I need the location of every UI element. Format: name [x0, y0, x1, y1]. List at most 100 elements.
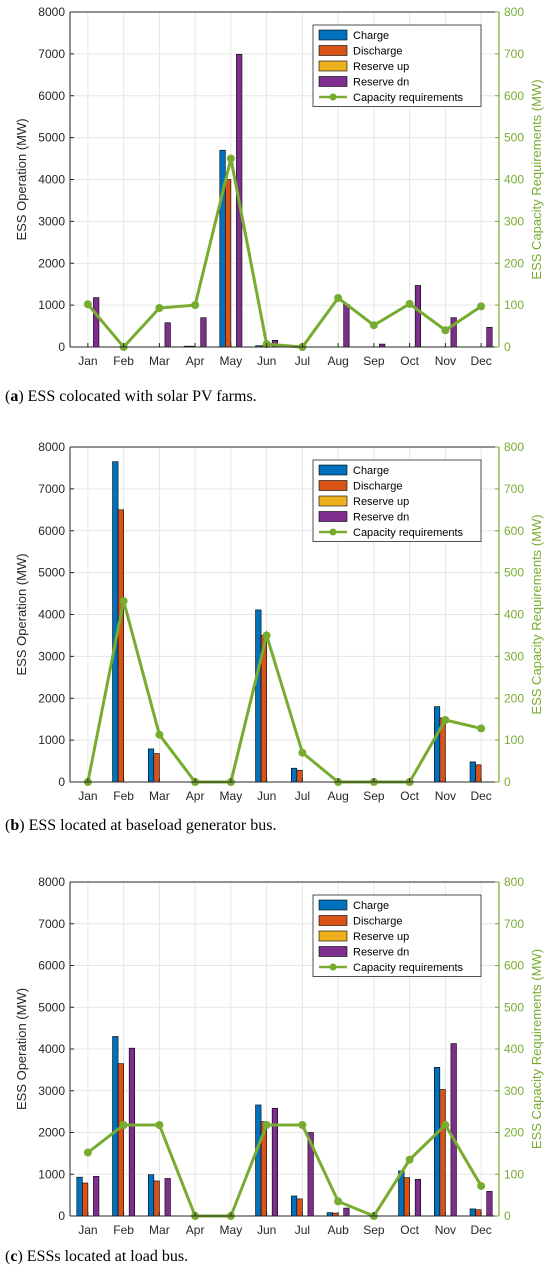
bar-charge: [255, 609, 262, 783]
y2-tick-label: 800: [504, 875, 524, 889]
bar-discharge: [296, 769, 303, 783]
bar-charge: [255, 1104, 262, 1217]
y-tick-label: 3000: [38, 649, 65, 663]
bar-charge: [112, 1036, 119, 1217]
capacity-point: [334, 294, 343, 303]
x-tick-label: Jul: [295, 1223, 310, 1237]
legend-label: Charge: [353, 465, 389, 477]
legend-swatch: [318, 480, 348, 491]
bar-charge: [469, 1208, 476, 1217]
legend-swatch: [318, 511, 348, 522]
bar-reserve-dn: [343, 1207, 350, 1217]
x-tick-label: Apr: [186, 354, 205, 368]
capacity-point: [405, 299, 414, 308]
x-tick-label: Jul: [295, 789, 310, 803]
capacity-point: [155, 1120, 164, 1129]
capacity-point: [477, 724, 486, 733]
chart-panel-b: 0 1000 2000 3000 4000 5000 6000 7000 8000 0 100 200…: [0, 434, 550, 868]
x-tick-label: Nov: [435, 1223, 456, 1237]
caption-text: ESSs located at load bus.: [26, 1248, 189, 1265]
caption-a: (a) ESS colocated with solar PV farms.: [5, 388, 257, 405]
y-tick-label: 3000: [38, 214, 65, 228]
y-tick-label: 0: [58, 340, 65, 354]
bar-discharge: [225, 179, 232, 348]
x-tick-label: Jul: [295, 354, 310, 368]
y-tick-label: 7000: [38, 47, 65, 61]
y-tick-label: 4000: [38, 608, 65, 622]
x-tick-label: Jan: [78, 1223, 97, 1237]
y2-tick-label: 100: [504, 1167, 524, 1181]
legend-label: Reserve dn: [353, 512, 409, 524]
legend-swatch: [318, 915, 348, 926]
y-tick-label: 5000: [38, 1000, 65, 1014]
legend-swatch: [318, 464, 348, 476]
y-tick-label: 8000: [38, 875, 65, 889]
x-tick-label: Oct: [400, 354, 419, 368]
bar-discharge: [475, 764, 482, 783]
bar-discharge: [475, 1209, 482, 1217]
bar-reserve-dn: [93, 297, 100, 348]
y2-tick-label: 500: [504, 566, 524, 580]
y-axis-label: ESS Operation (MW): [14, 118, 29, 240]
legend: Charge Discharge Reserve up Reserve dn Capac…: [312, 894, 482, 977]
y2-tick-label: 0: [504, 775, 511, 789]
bar-reserve-dn: [200, 317, 207, 348]
chart-b: 0 1000 2000 3000 4000 5000 6000 7000 8000 0 100 200…: [14, 440, 544, 803]
y2-tick-label: 400: [504, 1042, 524, 1056]
y-tick-label: 7000: [38, 482, 65, 496]
legend-label: Reserve up: [353, 496, 409, 508]
capacity-point: [441, 326, 450, 335]
bar-reserve-dn: [128, 1047, 136, 1217]
x-tick-label: Jan: [78, 789, 97, 803]
capacity-point: [298, 1120, 307, 1129]
caption-b: (b) ESS located at baseload generator bu…: [5, 817, 277, 834]
legend-label: Charge: [353, 30, 389, 42]
x-tick-label: Sep: [363, 1223, 385, 1237]
bar-reserve-dn: [164, 1178, 171, 1217]
capacity-point: [83, 300, 92, 309]
capacity-requirements-line: [83, 1120, 486, 1220]
y2-tick-label: 300: [504, 214, 524, 228]
capacity-point: [119, 597, 128, 606]
y-tick-label: 6000: [38, 524, 65, 538]
bar-charge: [147, 748, 155, 783]
y2-tick-label: 200: [504, 1126, 524, 1140]
legend-label: Discharge: [353, 46, 403, 58]
y2-axis-label: ESS Capacity Requirements (MW): [529, 514, 544, 714]
bar-discharge: [117, 1063, 124, 1217]
y-axis-label: ESS Operation (MW): [14, 988, 29, 1110]
legend-label: Reserve dn: [353, 947, 409, 959]
bar-discharge: [439, 1089, 446, 1217]
y-axis-label: ESS Operation (MW): [14, 553, 29, 675]
bar-charge: [76, 1176, 83, 1217]
bar-discharge: [117, 509, 124, 783]
x-tick-label: Dec: [470, 1223, 491, 1237]
x-tick-label: Dec: [470, 354, 491, 368]
x-tick-label: May: [220, 354, 243, 368]
y-tick-label: 5000: [38, 566, 65, 580]
y-tick-label: 0: [58, 1209, 65, 1223]
legend-line-marker: [329, 963, 337, 971]
chart-c: 0 1000 2000 3000 4000 5000 6000 7000 8000 0 100 200…: [14, 875, 544, 1237]
x-tick-label: Feb: [113, 789, 134, 803]
x-tick-label: Jun: [257, 1223, 276, 1237]
capacity-point: [262, 1120, 271, 1129]
bar-charge: [326, 1212, 333, 1217]
x-tick-label: Aug: [327, 789, 348, 803]
y-tick-label: 6000: [38, 959, 65, 973]
capacity-line: [86, 158, 482, 350]
capacity-point: [334, 1197, 343, 1206]
capacity-point: [369, 321, 378, 330]
legend-label: Capacity requirements: [353, 92, 464, 104]
y2-tick-label: 0: [504, 1209, 511, 1223]
capacity-requirements-line: [83, 597, 486, 786]
y2-tick-label: 100: [504, 733, 524, 747]
chart-panel-a: 0 1000 2000 3000 4000 5000 6000 7000 8000 0 100 200…: [0, 0, 550, 432]
bar-charge: [290, 767, 298, 783]
bar-discharge: [153, 1180, 160, 1217]
legend-swatch: [318, 946, 348, 957]
y2-tick-label: 400: [504, 608, 524, 622]
y2-tick-label: 600: [504, 959, 524, 973]
bar-reserve-dn: [450, 1043, 457, 1217]
legend-swatch: [318, 930, 348, 942]
